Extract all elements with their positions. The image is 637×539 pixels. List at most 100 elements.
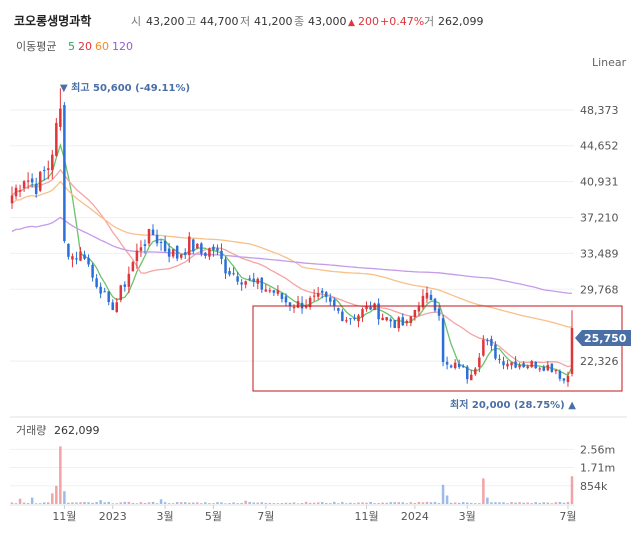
volume-bar bbox=[14, 503, 18, 504]
volume-bar bbox=[558, 501, 562, 504]
candle-body bbox=[570, 328, 574, 374]
volume-bar bbox=[22, 502, 26, 504]
candle-body bbox=[425, 292, 429, 299]
ma-120-label: 120 bbox=[112, 40, 133, 53]
time-tick-label: 11월 bbox=[52, 510, 76, 523]
change-percent: +0.47% bbox=[380, 15, 424, 28]
candle-body bbox=[228, 271, 231, 275]
high-value: 44,700 bbox=[200, 15, 239, 28]
volume-bar bbox=[316, 502, 320, 504]
candle-body bbox=[566, 376, 570, 383]
candle-body bbox=[147, 228, 151, 244]
time-tick-label: 5월 bbox=[205, 510, 222, 523]
max-price-label: ▼ 최고 50,600 (-49.11%) bbox=[60, 81, 190, 94]
candle-body bbox=[405, 320, 409, 324]
volume-bar bbox=[461, 502, 465, 504]
volume-bar bbox=[312, 502, 316, 504]
volume-bar bbox=[51, 493, 54, 504]
volume-bar bbox=[79, 502, 82, 504]
candle-body bbox=[292, 307, 296, 309]
volume-bar bbox=[167, 503, 171, 504]
candle-body bbox=[155, 234, 159, 244]
volume-bar bbox=[123, 501, 127, 504]
current-price-tag: 25,750 bbox=[575, 330, 631, 346]
candle-body bbox=[433, 298, 437, 311]
candle-body bbox=[329, 297, 332, 302]
candle-body bbox=[385, 317, 388, 321]
candle-body bbox=[417, 306, 421, 312]
volume-bar bbox=[441, 484, 445, 504]
candle-body bbox=[14, 187, 18, 197]
candle-body bbox=[83, 254, 86, 259]
volume-bar bbox=[276, 503, 280, 504]
candle-body bbox=[381, 317, 384, 321]
price-tick-label: 44,652 bbox=[580, 140, 619, 153]
volume-bar bbox=[445, 495, 449, 504]
candle-body bbox=[550, 363, 554, 372]
candle-body bbox=[530, 361, 533, 368]
volume-bar bbox=[518, 502, 521, 504]
candle-body bbox=[304, 305, 308, 308]
time-tick-label: 3월 bbox=[157, 510, 174, 523]
volume-bar bbox=[377, 503, 380, 504]
candle-body bbox=[357, 315, 360, 322]
candle-body bbox=[248, 278, 251, 280]
candle-body bbox=[232, 273, 235, 275]
candle-body bbox=[208, 248, 211, 257]
scale-mode-toggle[interactable]: Linear bbox=[592, 56, 627, 69]
volume-bar bbox=[18, 498, 22, 504]
volume-bar bbox=[333, 501, 336, 504]
close-value: 43,000 bbox=[308, 15, 347, 28]
volume-bar bbox=[83, 502, 86, 504]
candle-body bbox=[308, 297, 312, 308]
volume-bar bbox=[308, 502, 312, 504]
candle-body bbox=[341, 311, 344, 321]
volume-bar bbox=[216, 502, 219, 504]
candle-body bbox=[204, 252, 207, 256]
candle-body bbox=[457, 363, 461, 368]
price-tick-label: 37,210 bbox=[580, 212, 619, 225]
volume-bar bbox=[26, 502, 30, 504]
volume-bar bbox=[159, 499, 163, 504]
candle-body bbox=[10, 195, 14, 204]
ma-60-line bbox=[11, 180, 573, 328]
candle-body bbox=[449, 365, 453, 368]
volume-bar bbox=[268, 502, 272, 504]
volume-bar bbox=[381, 502, 384, 504]
candle-body bbox=[558, 370, 562, 379]
candle-body bbox=[510, 362, 513, 366]
volume-bar bbox=[42, 502, 46, 504]
volume-bar bbox=[570, 476, 574, 504]
candle-body bbox=[26, 180, 30, 182]
volume-bar bbox=[119, 502, 123, 504]
candle-body bbox=[22, 181, 26, 189]
candle-body bbox=[401, 317, 405, 326]
volume-bar bbox=[550, 503, 554, 504]
volume-bar bbox=[163, 502, 167, 504]
volume-bar bbox=[534, 502, 537, 504]
volume-bar bbox=[389, 502, 392, 504]
candle-body bbox=[534, 361, 537, 369]
volume-bar bbox=[498, 502, 501, 504]
volume-bar bbox=[554, 502, 558, 504]
price-tick-label: 48,373 bbox=[580, 104, 619, 117]
volume-bar bbox=[248, 502, 251, 504]
candle-body bbox=[538, 368, 542, 370]
volume-bar bbox=[324, 503, 328, 504]
moving-average-lines bbox=[11, 142, 573, 377]
volume-bar bbox=[530, 503, 533, 504]
volume-bar bbox=[260, 502, 264, 504]
volume-bar bbox=[486, 497, 489, 504]
candle-body bbox=[377, 303, 380, 320]
candle-body bbox=[42, 170, 46, 172]
candle-body bbox=[71, 256, 74, 260]
volume-bar bbox=[232, 502, 235, 504]
candle-body bbox=[389, 319, 392, 322]
candle-body bbox=[397, 317, 401, 329]
volume-bar bbox=[296, 503, 300, 504]
volume-bar bbox=[95, 502, 98, 504]
open-value: 43,200 bbox=[146, 15, 185, 28]
volume-bar bbox=[91, 502, 94, 504]
price-axis: 48,373 44,652 40,931 37,210 33,489 29,768 22,3… bbox=[580, 104, 619, 368]
volume-bar bbox=[67, 502, 70, 504]
